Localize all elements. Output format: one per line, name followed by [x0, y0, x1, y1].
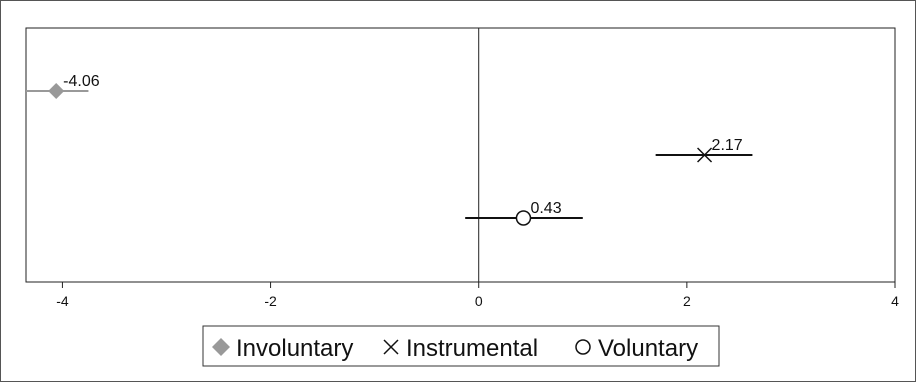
x-axis: -4 -2 0 2 4 [56, 282, 899, 309]
legend-item-voluntary: Voluntary [575, 335, 698, 362]
point-estimate-circle [515, 210, 532, 226]
plot-area [25, 27, 896, 283]
legend-label: Voluntary [598, 335, 698, 362]
x-tick-label: -4 [56, 293, 69, 309]
series-instrumental: 2.17 [655, 137, 753, 163]
series-involuntary: -4.06 [26, 73, 100, 99]
legend-cross-icon [383, 339, 399, 355]
legend-item-instrumental: Instrumental [383, 335, 538, 362]
legend: Involuntary Instrumental Voluntary [202, 325, 720, 367]
series-voluntary: 0.43 [465, 200, 583, 226]
series-layer: -4.06 2.17 0.43 [26, 73, 753, 226]
data-label: 0.43 [530, 200, 561, 217]
point-estimate-diamond [48, 83, 65, 99]
legend-circle-icon [575, 339, 591, 355]
legend-item-involuntary: Involuntary [212, 335, 353, 362]
legend-label: Involuntary [236, 335, 353, 362]
x-tick-label: 0 [475, 293, 483, 309]
data-label: 2.17 [712, 137, 743, 154]
point-estimate-cross [697, 147, 713, 163]
legend-diamond-icon [212, 338, 230, 356]
data-label: -4.06 [63, 73, 100, 90]
x-tick-label: 2 [683, 293, 691, 309]
legend-label: Instrumental [406, 335, 538, 362]
x-tick-label: 4 [891, 293, 899, 309]
x-tick-label: -2 [264, 293, 277, 309]
legend-box [202, 325, 720, 367]
